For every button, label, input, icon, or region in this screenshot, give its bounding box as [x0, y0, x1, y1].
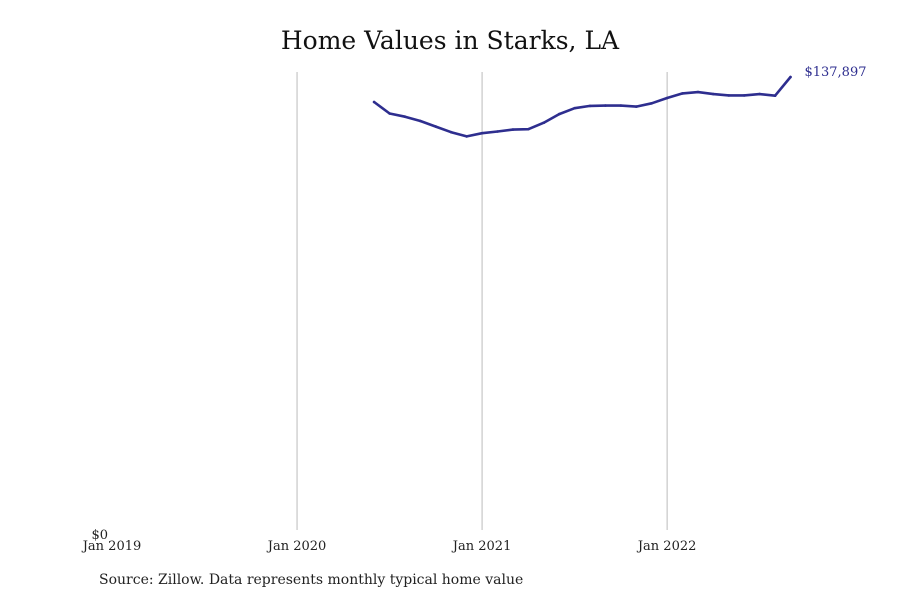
x-tick-label: Jan 2019: [81, 539, 142, 554]
data-point: [449, 130, 453, 134]
data-point: [588, 104, 592, 108]
data-point: [727, 94, 731, 97]
data-point: [681, 92, 684, 95]
gridlines: [296, 72, 668, 530]
data-point: [465, 135, 469, 138]
data-point: [573, 106, 576, 110]
series-line: [372, 75, 792, 138]
data-point: [403, 115, 407, 118]
data-point: [388, 112, 391, 115]
data-point: [496, 130, 499, 133]
end-value-label: $137,897: [804, 65, 866, 80]
y-tick-label: $0: [91, 528, 108, 543]
chart-title: Home Values in Starks, LA: [280, 26, 620, 55]
data-point: [480, 131, 484, 135]
data-point: [650, 102, 653, 105]
tick-labels: Jan 2019 Jan 2020 Jan 2021 Jan 2022 $0: [81, 528, 697, 554]
data-point: [542, 121, 546, 124]
x-tick-label: Jan 2021: [451, 539, 512, 554]
data-point: [511, 128, 515, 131]
data-point: [742, 94, 746, 97]
data-point: [557, 112, 561, 116]
data-point: [773, 94, 777, 97]
x-tick-label: Jan 2022: [636, 539, 697, 554]
x-tick-label: Jan 2020: [266, 539, 327, 554]
data-point: [789, 75, 792, 79]
data-point: [419, 119, 422, 123]
series-layer: [372, 75, 792, 138]
data-point: [665, 96, 669, 100]
data-point: [604, 104, 607, 107]
data-point: [635, 105, 638, 108]
data-point: [372, 100, 376, 104]
data-point: [696, 90, 700, 94]
data-point: [527, 127, 530, 131]
data-point: [619, 104, 623, 107]
source-note: Source: Zillow. Data represents monthly …: [99, 572, 524, 588]
data-point: [712, 92, 715, 96]
data-point: [434, 125, 438, 128]
data-point: [758, 92, 761, 96]
